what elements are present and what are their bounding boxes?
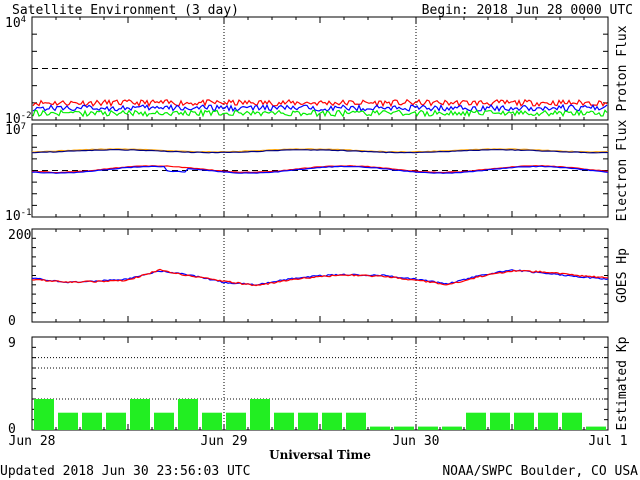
kp-bar	[466, 412, 486, 430]
credit-label: NOAA/SWPC Boulder, CO USA	[442, 464, 638, 479]
kp-bar	[370, 426, 390, 430]
kp-bar	[586, 426, 606, 430]
kp-bar	[442, 426, 462, 430]
proton-y-tick-bottom-exp: -2	[21, 111, 32, 121]
kp-y-tick-top: 9	[8, 336, 16, 351]
electron-series-navy	[32, 148, 608, 154]
proton-y-tick-top: 104	[5, 15, 26, 31]
electron-y-tick-bottom: 10-1	[5, 208, 32, 224]
begin-time: Begin: 2018 Jun 28 0000 UTC	[422, 3, 633, 18]
x-axis-label: Universal Time	[269, 448, 371, 462]
electron-y-tick-top: 107	[5, 122, 26, 138]
kp-bar	[514, 412, 534, 430]
kp-y-tick-bottom: 0	[8, 422, 16, 437]
kp-bar	[226, 412, 246, 430]
hp-series-red	[31, 268, 608, 287]
kp-bar	[202, 412, 222, 430]
kp-bar	[394, 426, 414, 430]
hp-series-blue	[31, 269, 609, 286]
chart-marks	[31, 98, 609, 430]
electron-y-tick-top-exp: 7	[21, 122, 26, 132]
proton-y-label: Proton Flux	[615, 25, 630, 111]
x-tick-label-jun28: Jun 28	[9, 434, 56, 449]
electron-series-red	[31, 164, 609, 174]
x-tick-label-jul1: Jul 1	[588, 434, 627, 449]
kp-bar	[250, 399, 270, 430]
kp-bar	[178, 399, 198, 430]
proton-series-green	[32, 108, 608, 118]
proton-y-tick-top-exp: 4	[21, 15, 26, 25]
kp-bar	[322, 412, 342, 430]
kp-bar	[346, 412, 366, 430]
kp-bar	[490, 412, 510, 430]
electron-y-label: Electron Flux	[615, 119, 630, 221]
kp-bar	[130, 399, 150, 430]
kp-bar	[274, 412, 294, 430]
kp-bar	[298, 412, 318, 430]
electron-series-blue	[31, 165, 609, 174]
proton-series-red	[32, 98, 608, 108]
kp-bar	[106, 412, 126, 430]
chart-title: Satellite Environment (3 day)	[12, 3, 239, 18]
kp-bar	[538, 412, 558, 430]
electron-y-tick-bottom-exp: -1	[21, 208, 32, 218]
kp-bar	[58, 412, 78, 430]
kp-bar	[154, 412, 174, 430]
kp-bar	[82, 412, 102, 430]
hp-y-tick-bottom: 0	[8, 314, 16, 329]
kp-y-label: Estimated Kp	[615, 336, 630, 430]
hp-y-tick-top: 200	[8, 228, 31, 243]
updated-timestamp: Updated 2018 Jun 30 23:56:03 UTC	[0, 464, 250, 479]
kp-bar	[34, 399, 54, 430]
electron-panel-frame	[31, 123, 609, 218]
proton-series-blue	[32, 103, 608, 113]
kp-bar	[418, 426, 438, 430]
kp-bar	[562, 412, 582, 430]
electron-series-orange	[31, 148, 608, 153]
x-tick-label-jun29: Jun 29	[201, 434, 248, 449]
x-tick-label-jun30: Jun 30	[393, 434, 440, 449]
hp-y-label: GOES Hp	[615, 248, 630, 303]
